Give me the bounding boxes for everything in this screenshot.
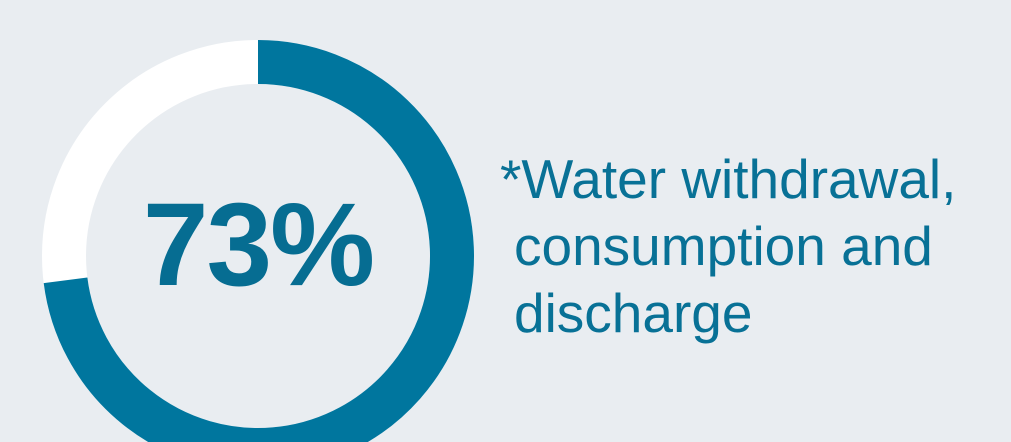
footnote-line-3: discharge: [514, 282, 753, 344]
donut-chart: 73%: [42, 40, 474, 442]
footnote-line-1: *Water withdrawal,: [500, 148, 957, 210]
donut-svg: [42, 40, 474, 442]
footnote-text: *Water withdrawal, consumption and disch…: [500, 146, 1010, 347]
footnote-line-2: consumption and: [514, 215, 933, 277]
donut-value-segment: [43, 40, 474, 442]
percentage-value: 73%: [142, 179, 375, 311]
